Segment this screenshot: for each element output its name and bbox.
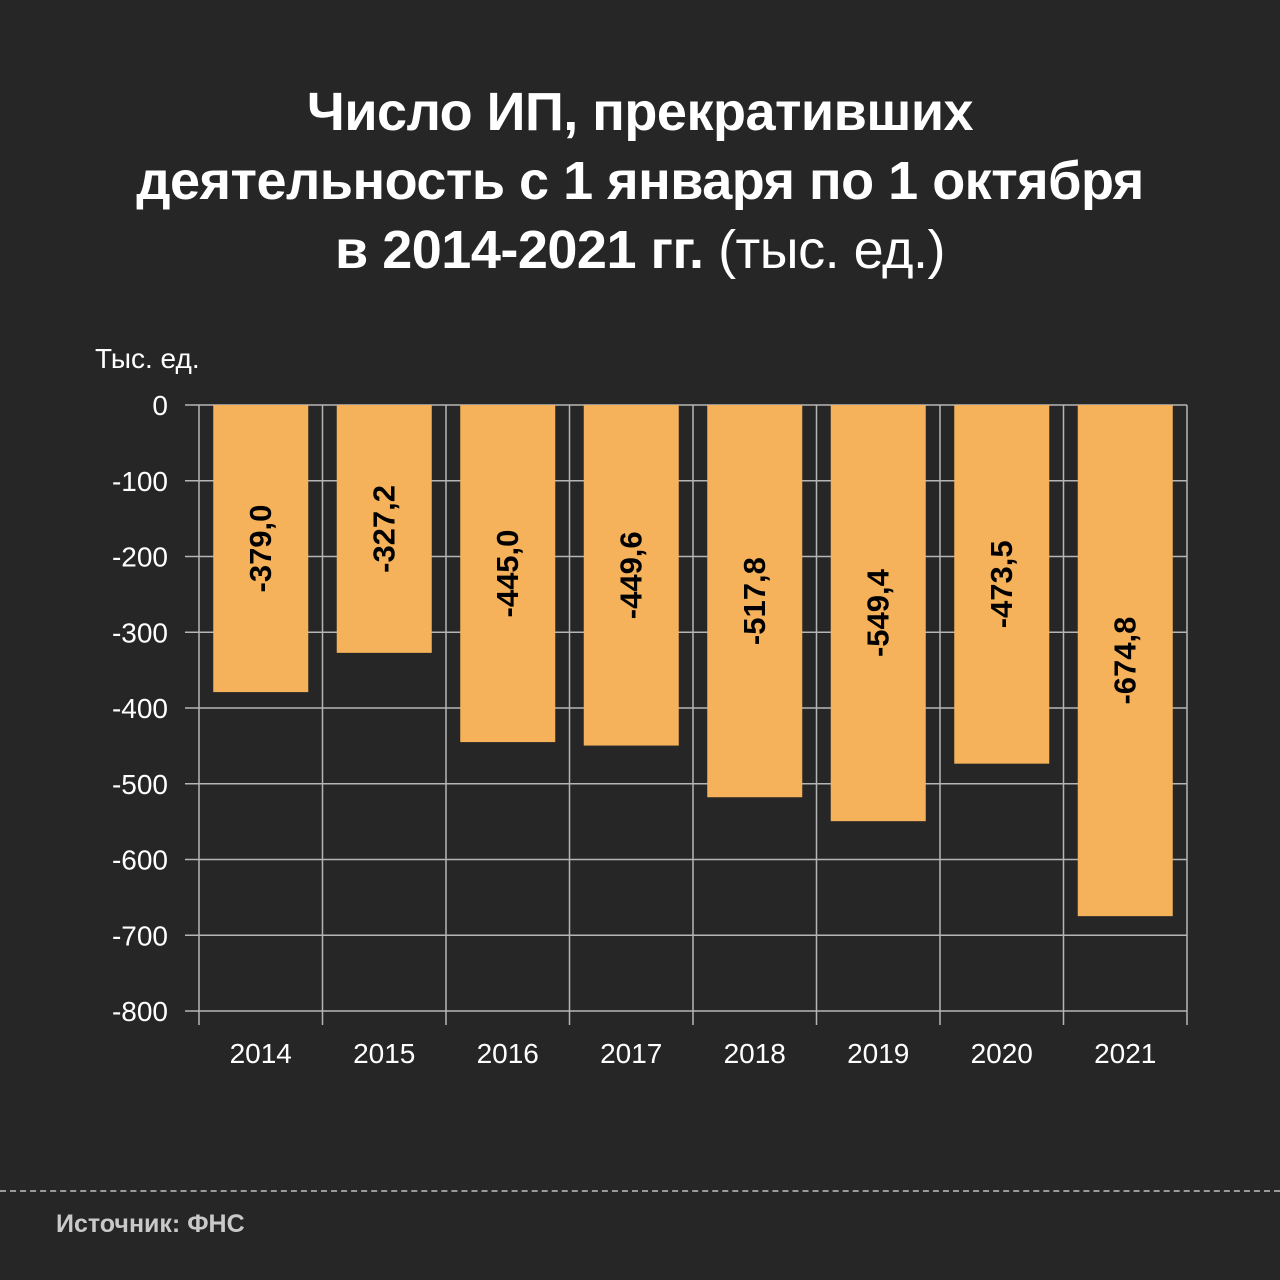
bar-value-label: -473,5 xyxy=(984,540,1019,628)
y-tick-label: -100 xyxy=(112,466,168,497)
x-tick-label: 2021 xyxy=(1094,1038,1156,1069)
y-tick-label: -300 xyxy=(112,617,168,648)
title-unit: (тыс. ед.) xyxy=(718,220,945,280)
y-tick-label: -600 xyxy=(112,845,168,876)
bar-value-label: -327,2 xyxy=(366,485,401,573)
x-tick-label: 2018 xyxy=(724,1038,786,1069)
title-line-2: деятельность с 1 января по 1 октября xyxy=(136,151,1144,211)
x-axis: 2014 2015 2016 2017 2018 2019 2020 2021 xyxy=(230,1038,1157,1069)
source-note: Источник: ФНС xyxy=(56,1210,245,1238)
x-tick-label: 2014 xyxy=(230,1038,292,1069)
x-tick-label: 2020 xyxy=(971,1038,1033,1069)
y-axis: 0 -100 -200 -300 -400 -500 -600 -700 -800 xyxy=(112,390,168,1027)
bar-value-label: -517,8 xyxy=(737,557,772,645)
y-axis-title: Тыс. ед. xyxy=(95,343,200,374)
bar-2021 xyxy=(1077,405,1173,917)
y-tick-label: 0 xyxy=(152,390,168,421)
title-years: в 2014-2021 гг. xyxy=(335,220,704,280)
bar-value-label: -445,0 xyxy=(490,530,525,618)
title-line-1: Число ИП, прекративших xyxy=(306,82,974,142)
x-tick-label: 2016 xyxy=(477,1038,539,1069)
bar-2016 xyxy=(460,405,556,743)
bar-2018 xyxy=(707,405,803,798)
x-tick-label: 2019 xyxy=(847,1038,909,1069)
x-tick-label: 2017 xyxy=(600,1038,662,1069)
y-tick-label: -700 xyxy=(112,920,168,951)
bar-2019 xyxy=(830,405,926,822)
chart-bars: -379,0 -327,2 -445,0 -449,6 -517,8 -549,4 -473… xyxy=(213,405,1173,917)
bar-2015 xyxy=(336,405,432,653)
title-line-3: в 2014-2021 гг. (тыс. ед.) xyxy=(0,216,1280,285)
bar-2020 xyxy=(954,405,1050,764)
bar-value-label: -674,8 xyxy=(1107,617,1142,705)
bar-value-label: -549,4 xyxy=(860,568,895,657)
footer-divider xyxy=(0,1190,1280,1192)
bar-2017 xyxy=(583,405,679,746)
bar-2014 xyxy=(213,405,309,693)
bar-value-label: -379,0 xyxy=(243,505,278,593)
y-tick-label: -400 xyxy=(112,693,168,724)
y-tick-label: -200 xyxy=(112,542,168,573)
bar-value-label: -449,6 xyxy=(613,531,648,619)
chart-title: Число ИП, прекративших деятельность с 1 … xyxy=(0,78,1280,285)
bar-chart: -379,0 -327,2 -445,0 -449,6 -517,8 -549,4 -473… xyxy=(95,343,1188,1069)
x-tick-label: 2015 xyxy=(353,1038,415,1069)
y-tick-label: -800 xyxy=(112,996,168,1027)
y-tick-label: -500 xyxy=(112,769,168,800)
